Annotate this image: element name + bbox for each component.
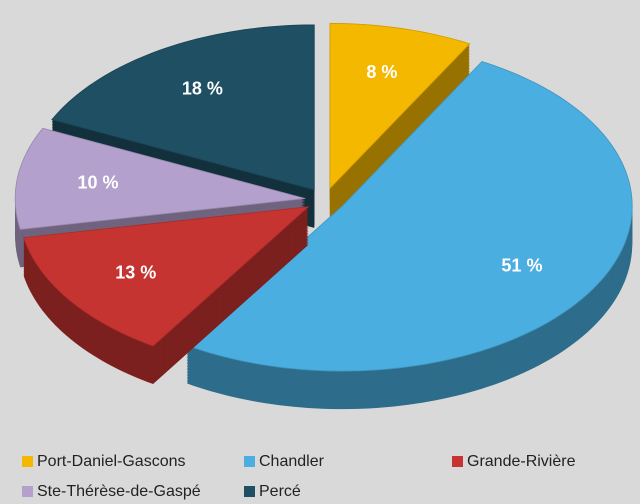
value-label: 13 %	[115, 262, 156, 282]
legend-swatch	[244, 456, 255, 467]
slice	[51, 24, 315, 191]
slice	[186, 61, 633, 372]
value-label: 10 %	[77, 172, 118, 192]
legend-swatch	[22, 456, 33, 467]
legend-label: Chandler	[259, 453, 325, 470]
value-label: 18 %	[182, 78, 223, 98]
legend-label: Port-Daniel-Gascons	[37, 453, 186, 470]
slice	[14, 127, 306, 230]
legend-swatch	[22, 486, 33, 497]
legend-label: Ste-Thérèse-de-Gaspé	[37, 483, 201, 500]
legend-label: Grande-Rivière	[467, 453, 576, 470]
slice	[329, 22, 471, 190]
legend-swatch	[452, 456, 463, 467]
slice	[23, 206, 310, 347]
legend-swatch	[244, 486, 255, 497]
legend-label: Percé	[259, 483, 301, 500]
value-label: 51 %	[501, 255, 542, 275]
value-label: 8 %	[366, 62, 397, 82]
